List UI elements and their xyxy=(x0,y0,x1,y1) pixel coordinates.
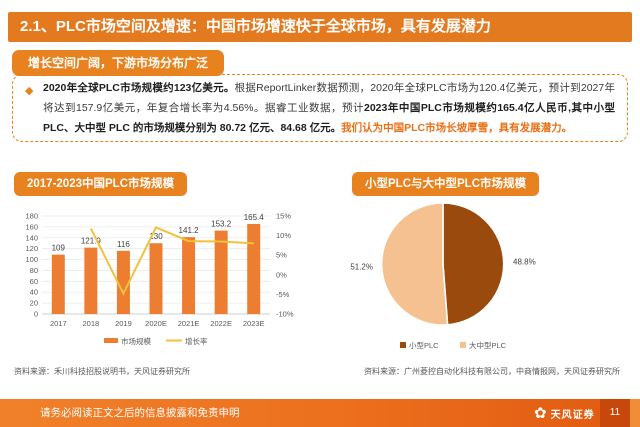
svg-text:增长率: 增长率 xyxy=(185,336,208,346)
svg-text:80: 80 xyxy=(30,266,38,275)
svg-text:100: 100 xyxy=(25,255,38,264)
svg-text:116: 116 xyxy=(117,240,130,249)
svg-text:小型PLC: 小型PLC xyxy=(409,341,439,350)
svg-text:40: 40 xyxy=(30,288,38,297)
brand-logo: ✿ 天风证券 xyxy=(534,399,595,427)
svg-text:180: 180 xyxy=(25,212,38,221)
svg-text:130: 130 xyxy=(149,232,163,241)
svg-text:160: 160 xyxy=(25,222,38,231)
footer-edge-strip xyxy=(630,399,640,427)
summary-segment: 2023年中国PLC市场规模约165.4亿人民币,其中小型 PLC、大中型 PL… xyxy=(43,102,615,134)
source-note-left: 资料来源：禾川科技招股说明书，天风证券研究所 xyxy=(14,367,190,376)
svg-text:2023E: 2023E xyxy=(243,319,265,328)
svg-text:109: 109 xyxy=(52,244,66,253)
svg-text:20: 20 xyxy=(30,299,38,308)
svg-text:5%: 5% xyxy=(276,251,287,260)
diamond-bullet-icon: ◆ xyxy=(25,85,34,97)
footer-disclaimer: 请务必阅读正文之后的信息披露和免责申明 xyxy=(40,407,240,419)
summary-segment: 2020年全球PLC市场规模约123亿美元。 xyxy=(43,82,235,94)
svg-text:60: 60 xyxy=(30,277,38,286)
svg-text:141.2: 141.2 xyxy=(179,226,200,235)
svg-text:51.2%: 51.2% xyxy=(350,263,373,272)
svg-text:10%: 10% xyxy=(276,231,291,240)
svg-text:2019: 2019 xyxy=(115,319,132,328)
right-chart-title: 小型PLC与大中型PLC市场规模 xyxy=(352,172,539,196)
svg-text:48.8%: 48.8% xyxy=(513,257,536,266)
svg-text:0%: 0% xyxy=(276,270,287,279)
svg-text:140: 140 xyxy=(25,233,38,242)
footer-bar: 请务必阅读正文之后的信息披露和免责申明 ✿ 天风证券 11 xyxy=(0,399,640,427)
svg-text:15%: 15% xyxy=(276,212,291,221)
svg-text:2021E: 2021E xyxy=(178,319,200,328)
summary-box: ◆ 2020年全球PLC市场规模约123亿美元。根据ReportLinker数据… xyxy=(12,74,628,142)
svg-text:120: 120 xyxy=(25,244,38,253)
page-title: 2.1、PLC市场空间及增速：中国市场增速快于全球市场，具有发展潜力 xyxy=(8,12,632,42)
left-chart-title: 2017-2023中国PLC市场规模 xyxy=(14,172,187,196)
summary-text: 2020年全球PLC市场规模约123亿美元。根据ReportLinker数据预测… xyxy=(43,78,615,138)
svg-text:2020E: 2020E xyxy=(145,319,167,328)
svg-text:2018: 2018 xyxy=(83,319,100,328)
svg-text:0: 0 xyxy=(34,310,38,319)
svg-text:-10%: -10% xyxy=(276,310,294,319)
summary-segment: 根据ReportLinker数据预测，2020年全球PLC市场为120.4亿美元… xyxy=(43,82,615,114)
page-number: 11 xyxy=(600,399,630,427)
flower-logo-icon: ✿ xyxy=(534,404,547,422)
svg-text:165.4: 165.4 xyxy=(244,213,265,222)
svg-text:2017: 2017 xyxy=(50,319,67,328)
svg-text:2022E: 2022E xyxy=(210,319,232,328)
svg-text:-5%: -5% xyxy=(276,290,290,299)
svg-text:121.9: 121.9 xyxy=(81,237,102,246)
svg-text:市场规模: 市场规模 xyxy=(121,336,151,346)
summary-segment: 我们认为中国PLC市场长坡厚雪，具有发展潜力。 xyxy=(341,122,573,134)
pie-chart: 48.8% 51.2% 小型PLC 大中型PLC xyxy=(350,202,536,350)
brand-name: 天风证券 xyxy=(550,409,595,421)
svg-text:153.2: 153.2 xyxy=(211,220,232,229)
source-note-right: 资料来源：广州菱控自动化科技有限公司，中商情报网，天风证券研究所 xyxy=(364,367,620,376)
svg-text:大中型PLC: 大中型PLC xyxy=(469,340,507,350)
section-subtitle: 增长空间广阔，下游市场分布广泛 xyxy=(12,50,225,76)
